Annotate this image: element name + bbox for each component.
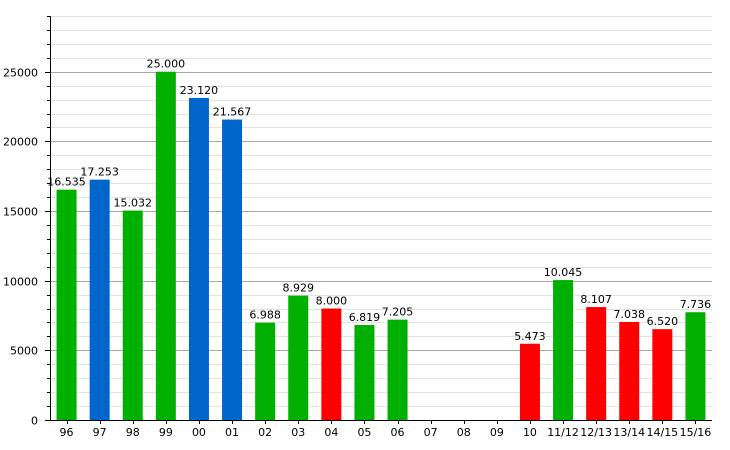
y-tick-label: 5000	[10, 345, 38, 358]
bar-value-label: 7.736	[680, 298, 712, 311]
grid	[50, 16, 712, 407]
bar-value-label: 7.038	[614, 308, 646, 321]
bar-12-13	[586, 307, 607, 420]
x-tick-label: 96	[60, 426, 74, 439]
bar-99	[155, 71, 176, 421]
bar-01	[222, 119, 243, 420]
bar-value-label: 7.205	[382, 306, 414, 319]
bar-02	[255, 322, 276, 420]
x-tick-label: 11/12	[547, 426, 579, 439]
bar-value-label: 6.520	[647, 315, 679, 328]
x-tick-label: 14/15	[646, 426, 678, 439]
x-tick-label: 07	[424, 426, 438, 439]
x-tick-label: 03	[291, 426, 305, 439]
bar-11-12	[553, 280, 574, 420]
bar-05	[354, 325, 375, 420]
bar-97	[89, 179, 110, 420]
x-tick-label: 05	[357, 426, 371, 439]
x-tick-label: 12/13	[580, 426, 612, 439]
bar-value-label: 17.253	[80, 166, 119, 179]
bar-00	[188, 97, 209, 420]
bar-value-label: 10.045	[544, 266, 583, 279]
x-tick-label: 09	[490, 426, 504, 439]
bar-10	[519, 343, 540, 420]
bar-value-label: 6.819	[349, 311, 381, 324]
bar-value-label: 6.988	[249, 309, 281, 322]
bar-value-label: 15.032	[114, 197, 153, 210]
bar-value-label: 8.107	[580, 293, 612, 306]
x-tick-label: 01	[225, 426, 239, 439]
y-tick-label: 20000	[3, 136, 38, 149]
y-tick-label: 0	[31, 415, 38, 428]
x-tick-label: 15/16	[680, 426, 712, 439]
x-tick-label: 99	[159, 426, 173, 439]
bar-value-label: 5.473	[514, 330, 546, 343]
bar-value-label: 8.929	[283, 282, 315, 295]
x-tick-label: 06	[391, 426, 405, 439]
x-tick-label: 08	[457, 426, 471, 439]
bar-value-label: 16.535	[47, 176, 86, 189]
bars	[56, 71, 706, 421]
x-tick-label: 02	[258, 426, 272, 439]
x-tick-label: 04	[324, 426, 338, 439]
bar-96	[56, 189, 77, 420]
bar-value-label: 25.000	[147, 58, 186, 71]
bar-98	[122, 210, 143, 420]
axes: 0 5000 10000 15000 20000 25000 96 97 98 99 00 01 02 0…	[3, 16, 712, 439]
y-tick-label: 15000	[3, 206, 38, 219]
bar-15-16	[685, 312, 706, 420]
x-tick-label: 97	[93, 426, 107, 439]
y-tick-label: 25000	[3, 67, 38, 80]
bar-03	[288, 295, 309, 420]
bar-13-14	[619, 321, 640, 420]
y-tick-label: 10000	[3, 276, 38, 289]
x-tick-label: 10	[523, 426, 537, 439]
x-tick-label: 00	[192, 426, 206, 439]
bar-value-label: 21.567	[213, 106, 252, 119]
x-tick-label: 13/14	[613, 426, 645, 439]
bar-04	[321, 308, 342, 420]
bar-value-label: 8.000	[316, 295, 348, 308]
bar-14-15	[652, 329, 673, 420]
bar-value-label: 23.120	[180, 84, 219, 97]
x-tick-label: 98	[126, 426, 140, 439]
bar-06	[387, 319, 408, 420]
